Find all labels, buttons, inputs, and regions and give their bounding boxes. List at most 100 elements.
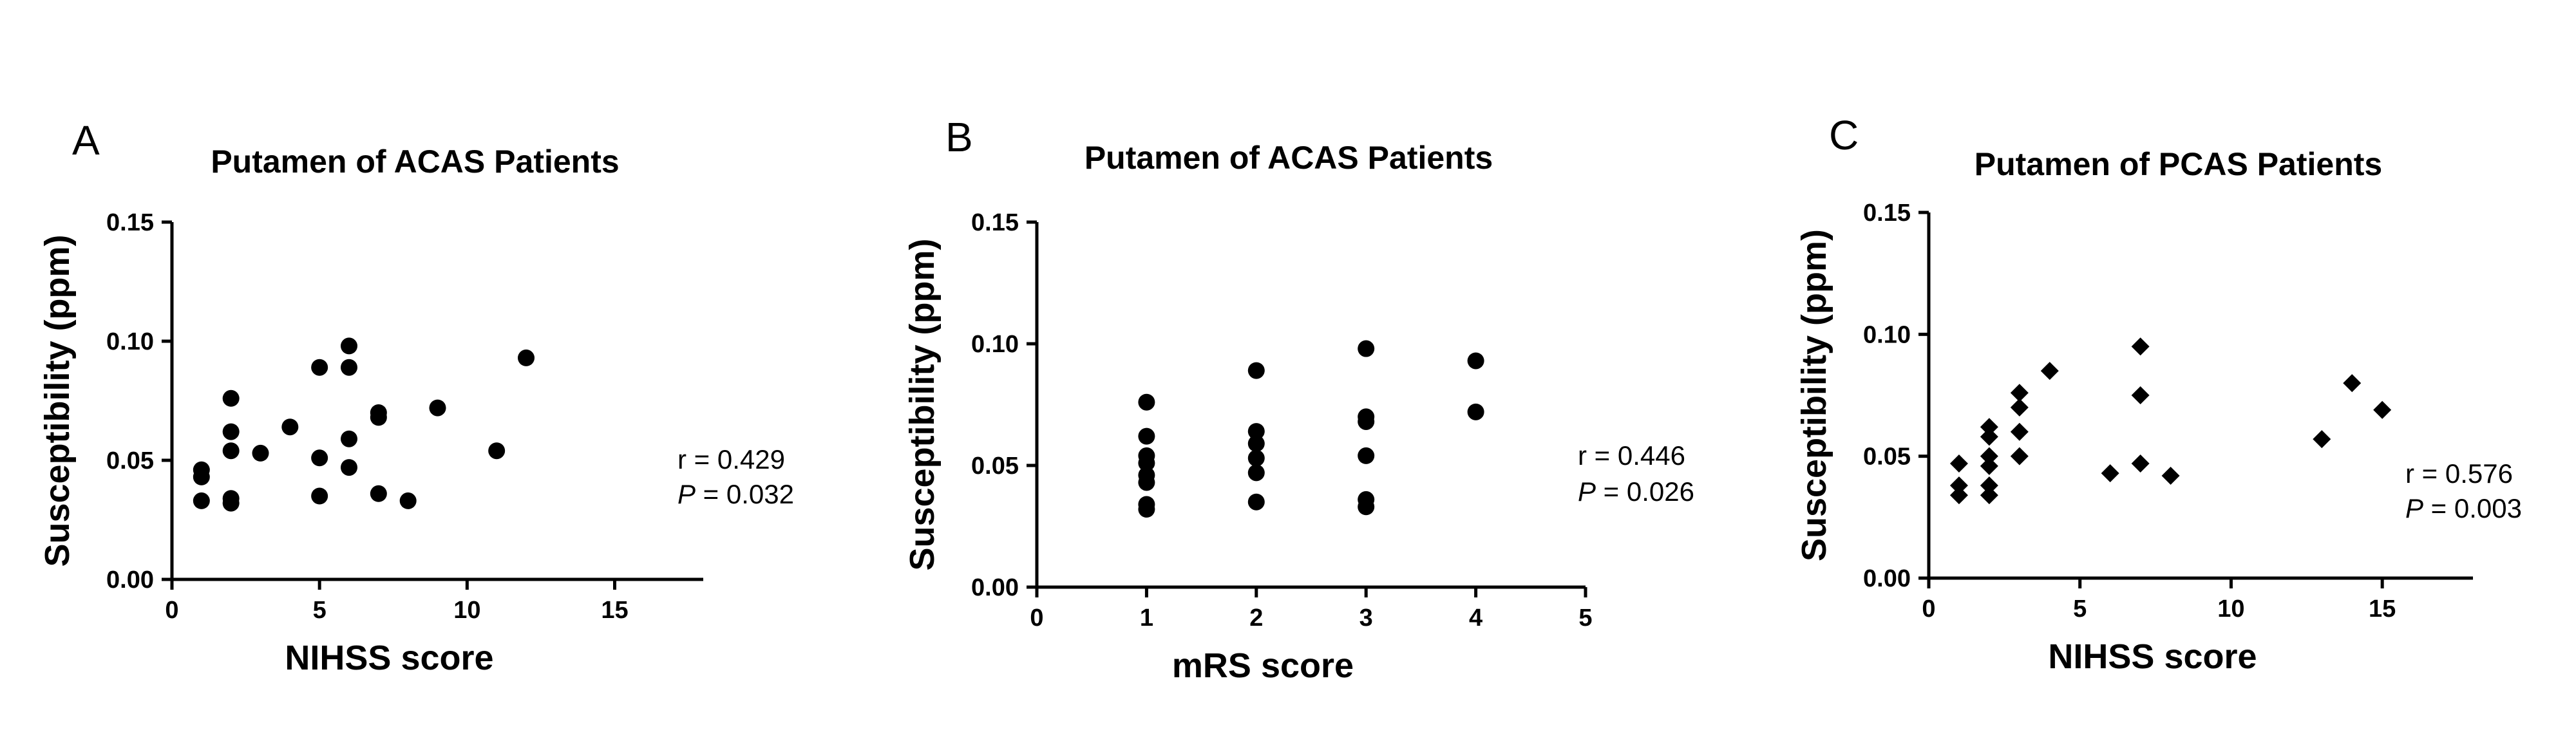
p-value: P = 0.026 [1578,476,1694,507]
data-point [311,449,328,467]
p-symbol: P [1578,476,1596,507]
data-point [2010,384,2029,402]
p-value-number: = 0.026 [1596,476,1694,507]
p-symbol: P [677,479,696,509]
data-point [1980,456,1998,475]
x-axis-label: NIHSS score [285,639,493,677]
data-point [1949,476,1968,495]
x-tick-label: 5 [313,597,327,624]
data-point [1949,455,1968,473]
x-tick-label: 5 [1578,605,1592,632]
x-tick-label: 0 [165,597,178,624]
p-symbol: P [2405,493,2423,523]
data-point [311,359,328,376]
data-point [1138,474,1155,491]
y-tick-label: 0.10 [106,328,154,355]
data-point [1138,393,1155,411]
data-point [341,359,357,376]
x-tick-label: 0 [1030,605,1043,632]
panel-letter: C [1829,112,1859,158]
data-point [252,444,269,462]
p-value-number: = 0.003 [2423,493,2522,523]
y-tick-label: 0.00 [106,567,154,594]
data-point [1467,352,1484,370]
data-point [1949,486,1968,505]
data-point [222,423,240,440]
x-axis-label: NIHSS score [2048,637,2257,676]
y-tick-label: 0.05 [971,453,1019,480]
x-axis-label: mRS score [1172,646,1354,685]
y-axis-label: Susceptibility (ppm) [903,238,942,570]
data-point [2343,374,2362,393]
data-point [2131,337,2150,356]
data-point [1138,501,1155,518]
chart-title: Putamen of ACAS Patients [1084,140,1493,176]
data-point [399,492,417,509]
data-point [1980,476,1998,495]
data-point [2101,464,2119,483]
y-tick-label: 0.05 [106,447,154,474]
correlation-r: r = 0.429 [677,444,785,474]
data-point [2313,430,2331,449]
y-axis-label: Susceptibility (ppm) [38,234,77,567]
data-point [2010,422,2029,441]
data-point [193,492,210,509]
p-value-number: = 0.032 [696,479,794,509]
data-point [222,442,240,460]
data-point [1980,427,1998,446]
panel-letter: B [945,114,973,160]
data-point [1247,423,1265,440]
data-point [2010,398,2029,417]
data-point [341,430,357,447]
data-point [1980,486,1998,505]
data-point [1247,493,1265,511]
y-tick-label: 0.00 [971,574,1019,601]
data-point [2010,447,2029,465]
data-point [1247,449,1265,467]
p-value: P = 0.032 [677,479,794,509]
x-tick-label: 10 [453,597,480,624]
data-point [311,487,328,505]
y-tick-label: 0.15 [971,209,1019,236]
correlation-r: r = 0.576 [2405,458,2513,489]
data-point [488,442,506,460]
data-point [370,485,387,502]
x-tick-label: 5 [2073,595,2087,623]
data-point [222,494,240,512]
data-point [222,389,240,407]
data-point [2131,386,2150,404]
chart-panel-b: B Putamen of ACAS Patients 0.00 0.05 0.10 0.1… [903,114,1694,685]
data-point [281,418,299,436]
chart-panel-c: C Putamen of PCAS Patients 0.00 0.05 0.10 0.1… [1795,112,2522,676]
data-point [1138,455,1155,472]
data-point [1358,498,1375,516]
y-tick-label: 0.05 [1863,444,1911,471]
chart-title: Putamen of ACAS Patients [211,144,619,180]
x-tick-label: 0 [1922,595,1935,623]
y-tick-label: 0.15 [106,209,154,236]
x-tick-label: 10 [2217,595,2244,623]
data-point [341,459,357,476]
data-point [1980,447,1998,465]
data-point [341,337,357,355]
x-tick-label: 15 [601,597,628,624]
data-point [1247,362,1265,379]
chart-panel-a: A Putamen of ACAS Patients 0.00 0.05 0.10 0.1… [38,117,794,677]
data-point [1467,403,1484,420]
data-point [1358,340,1375,357]
data-point [429,399,446,417]
p-value: P = 0.003 [2405,493,2522,523]
x-tick-label: 15 [2369,595,2396,623]
data-point [1358,413,1375,430]
data-point [370,409,387,426]
data-point [1247,435,1265,452]
data-point [1358,447,1375,464]
data-point [1247,464,1265,482]
y-axis-label: Susceptibility (ppm) [1795,229,1833,561]
y-tick-label: 0.10 [971,331,1019,358]
chart-title: Putamen of PCAS Patients [1975,146,2382,182]
data-point [1138,427,1155,445]
x-tick-label: 1 [1140,605,1153,632]
y-tick-label: 0.15 [1863,200,1911,227]
